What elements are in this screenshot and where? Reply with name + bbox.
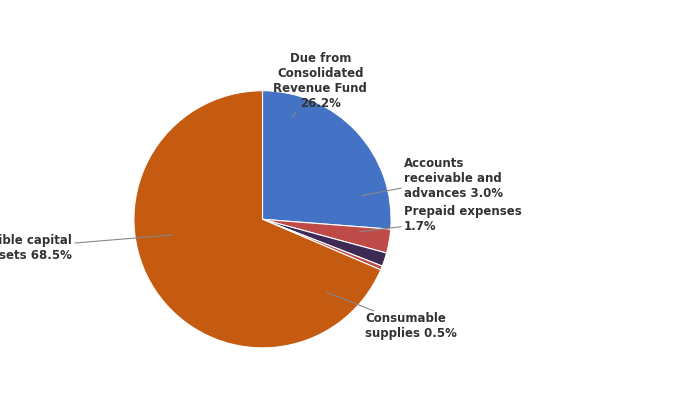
Text: Prepaid expenses
1.7%: Prepaid expenses 1.7% bbox=[359, 205, 522, 233]
Text: Due from
Consolidated
Revenue Fund
26.2%: Due from Consolidated Revenue Fund 26.2% bbox=[274, 52, 368, 117]
Wedge shape bbox=[262, 219, 382, 270]
Wedge shape bbox=[262, 219, 391, 253]
Wedge shape bbox=[262, 219, 386, 266]
Text: Consumable
supplies 0.5%: Consumable supplies 0.5% bbox=[327, 292, 457, 340]
Wedge shape bbox=[134, 91, 381, 348]
Text: Tangible capital
assets 68.5%: Tangible capital assets 68.5% bbox=[0, 234, 172, 262]
Wedge shape bbox=[262, 91, 391, 229]
Text: Accounts
receivable and
advances 3.0%: Accounts receivable and advances 3.0% bbox=[362, 157, 503, 200]
